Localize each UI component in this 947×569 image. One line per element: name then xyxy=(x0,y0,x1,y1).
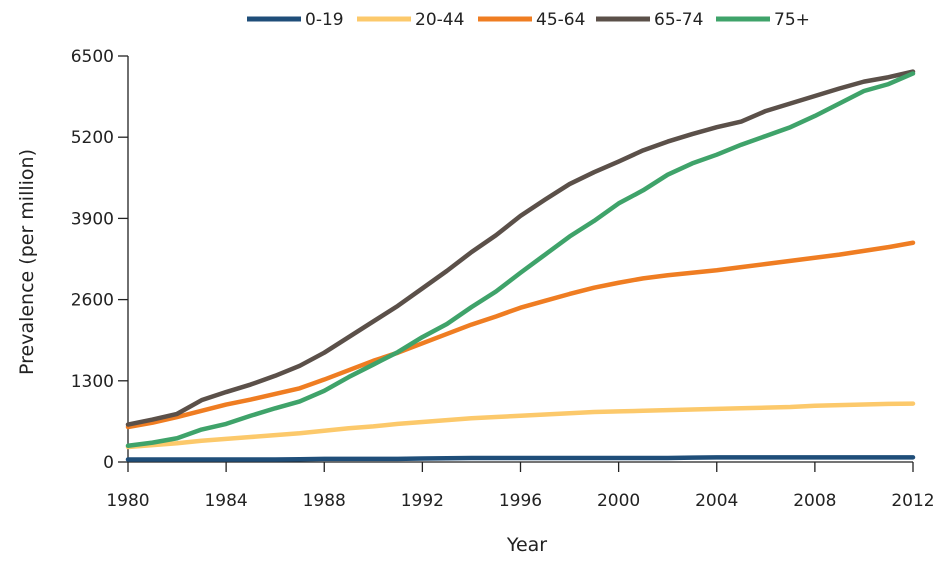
series-65-74 xyxy=(125,69,916,427)
legend-label: 65-74 xyxy=(654,10,703,30)
x-tick-label: 2012 xyxy=(891,491,934,511)
x-axis-title: Year xyxy=(506,534,547,556)
legend-label: 45-64 xyxy=(536,10,585,30)
x-tick-label: 1992 xyxy=(401,491,444,511)
legend-label: 75+ xyxy=(774,10,810,30)
series-line xyxy=(125,455,916,462)
y-tick-label: 6500 xyxy=(71,47,114,67)
x-tick-label: 1996 xyxy=(499,491,542,511)
x-tick-label: 2008 xyxy=(793,491,836,511)
y-tick-label: 1300 xyxy=(71,372,114,392)
series-line xyxy=(125,401,916,450)
x-tick-label: 1984 xyxy=(204,491,247,511)
legend-item: 75+ xyxy=(716,10,810,30)
y-tick-label: 2600 xyxy=(71,291,114,311)
y-tick-label: 3900 xyxy=(71,209,114,229)
y-axis-title: Prevalence (per million) xyxy=(16,149,38,375)
x-tick-label: 1980 xyxy=(106,491,149,511)
x-tick-label: 2000 xyxy=(597,491,640,511)
x-tick-label: 2004 xyxy=(695,491,738,511)
y-tick-label: 0 xyxy=(103,453,114,473)
y-axis: 0 1300 2600 3900 5200 6500 xyxy=(71,47,129,473)
legend-label: 0-19 xyxy=(305,10,344,30)
plot-lines xyxy=(125,69,916,462)
series-45-64 xyxy=(125,240,916,430)
legend-label: 20-44 xyxy=(415,10,464,30)
legend-item: 20-44 xyxy=(357,10,464,30)
x-tick-label: 1988 xyxy=(303,491,346,511)
legend-item: 0-19 xyxy=(247,10,344,30)
x-axis: 1980 1984 1988 1992 1996 2000 2004 2008 2012 xyxy=(106,461,935,511)
series-0-19 xyxy=(125,455,916,462)
legend: 0-19 20-44 45-64 65-74 75+ xyxy=(247,10,810,30)
y-tick-label: 5200 xyxy=(71,128,114,148)
legend-item: 65-74 xyxy=(596,10,703,30)
series-20-44 xyxy=(125,401,916,450)
legend-item: 45-64 xyxy=(478,10,585,30)
series-75 xyxy=(125,71,916,449)
